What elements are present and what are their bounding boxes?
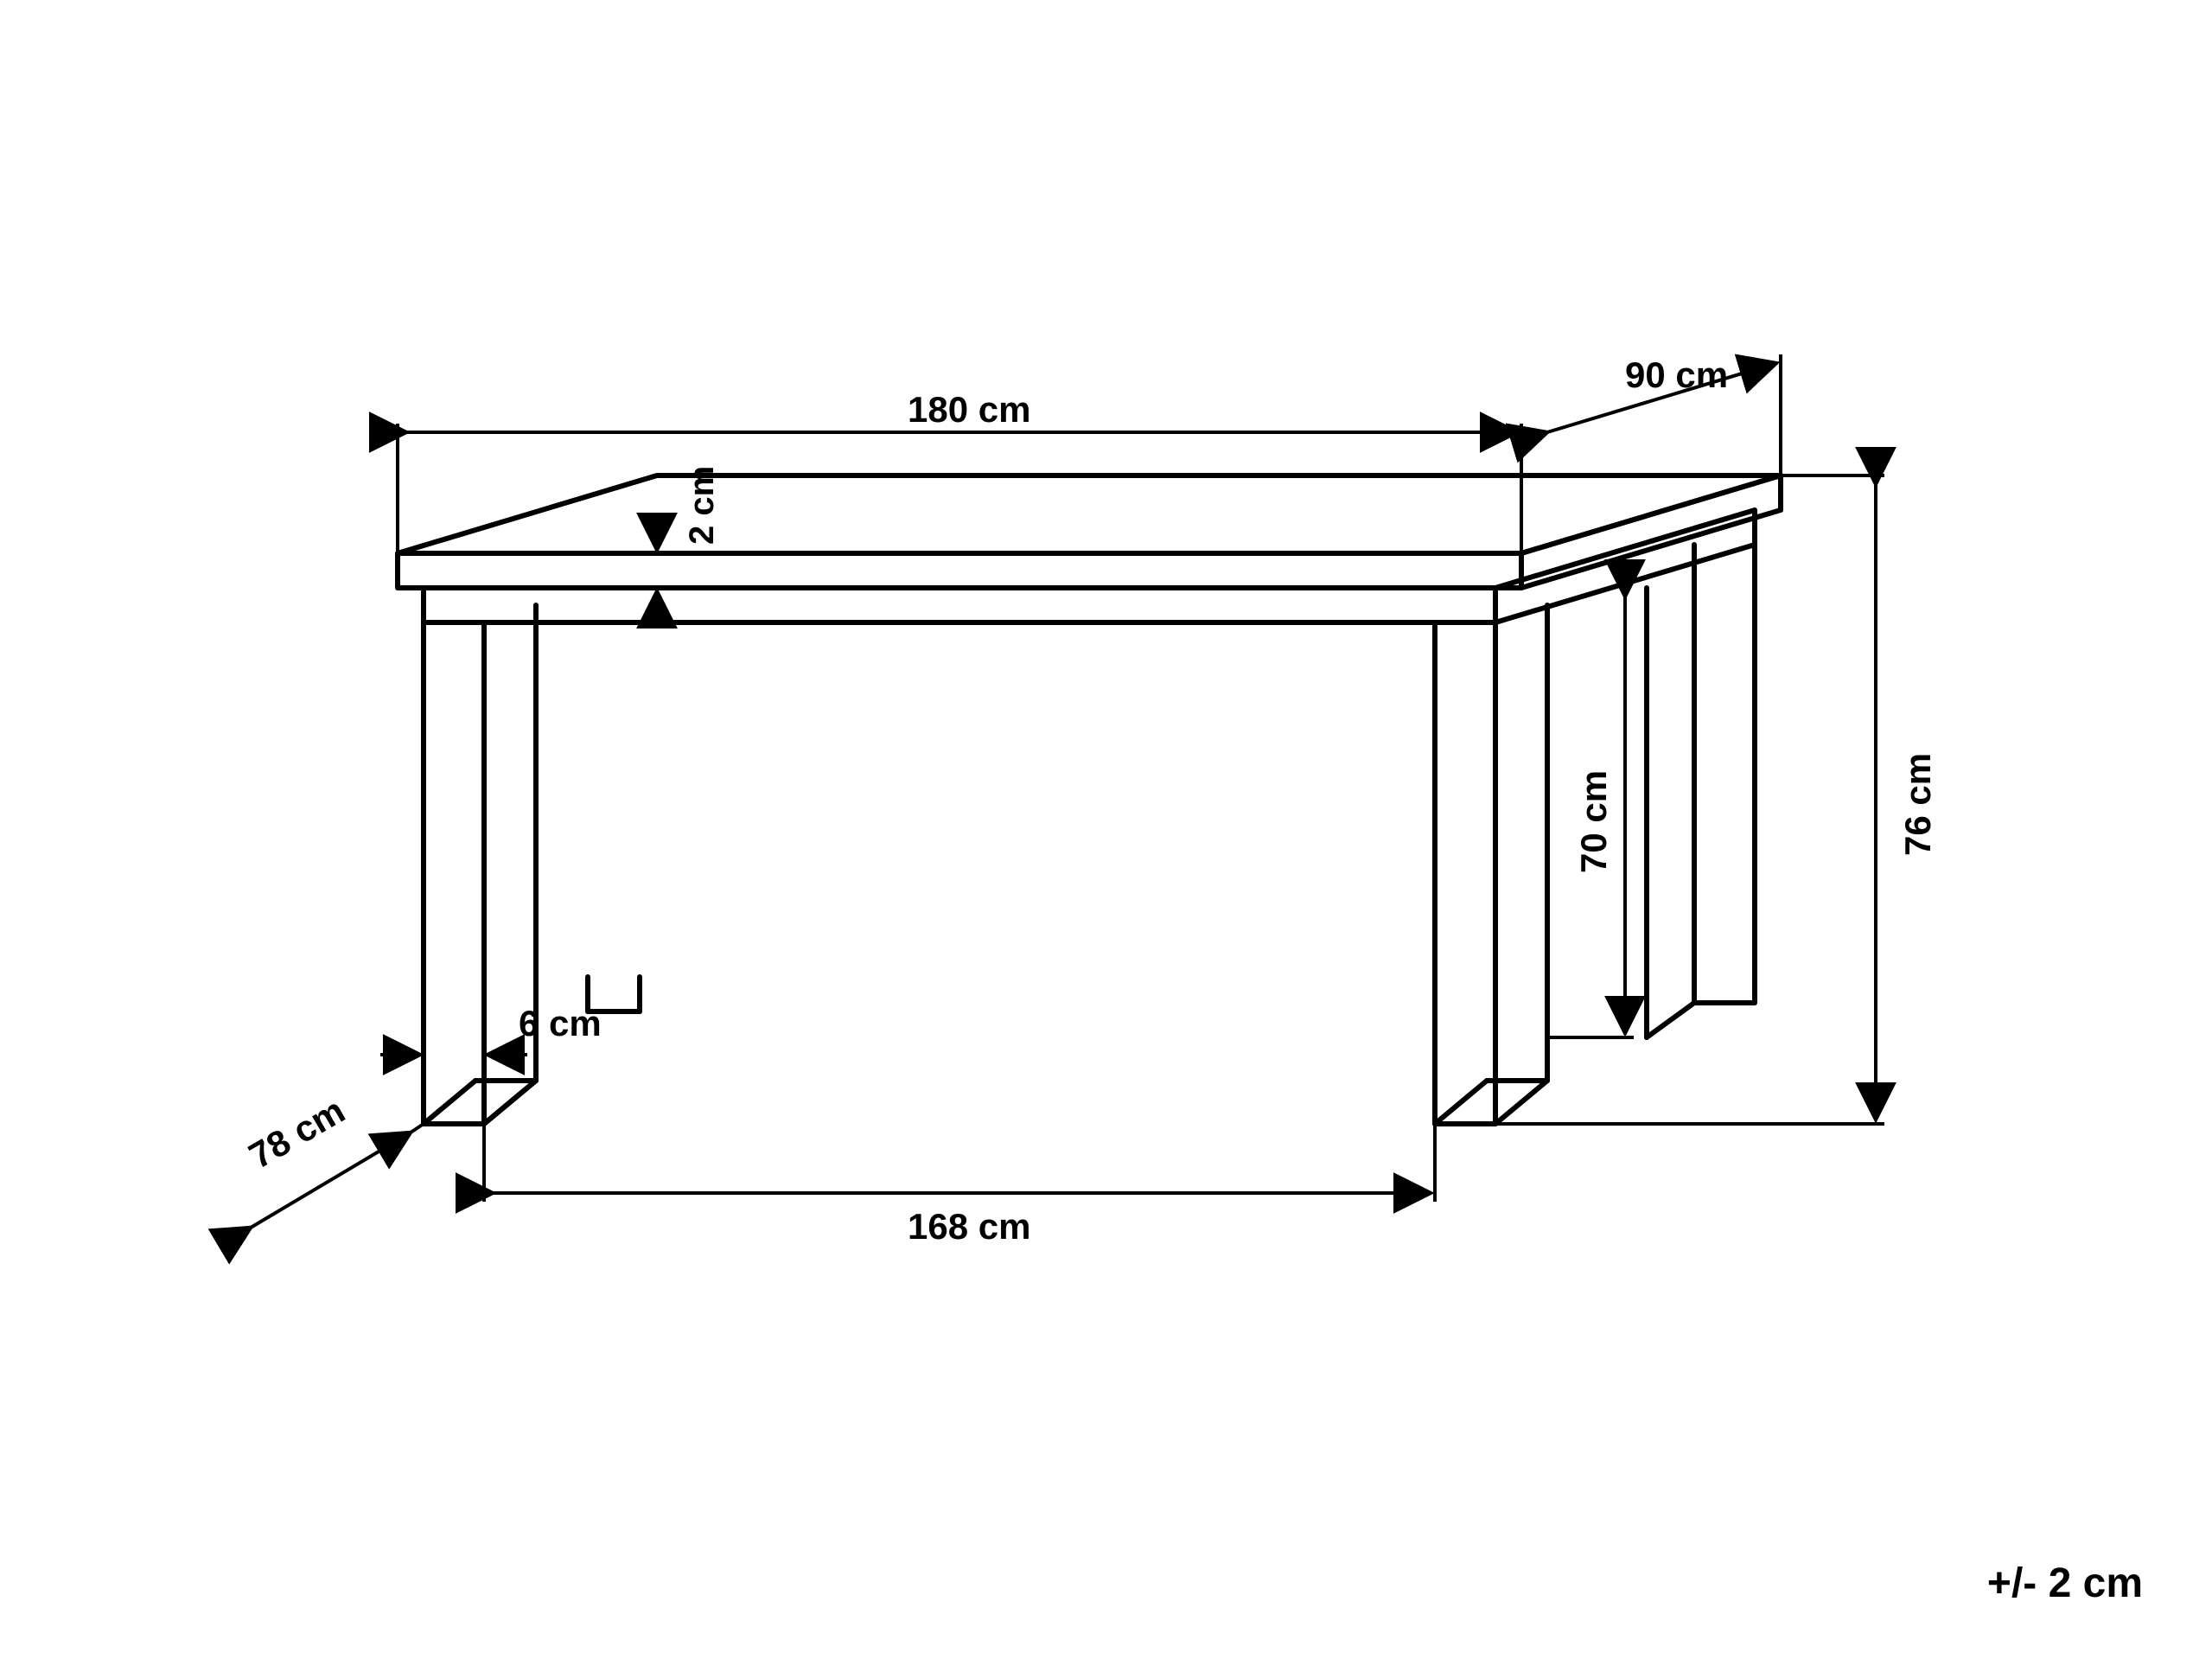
label-inner-width: 168 cm <box>908 1206 1030 1247</box>
label-top-thickness: 2 cm <box>683 466 722 545</box>
diagram-canvas: 180 cm 90 cm 2 cm 6 cm 78 cm 168 cm 70 c… <box>0 0 2212 1659</box>
tolerance-note: +/- 2 cm <box>1987 1560 2143 1607</box>
table-drawing <box>0 0 2212 1659</box>
label-top-depth: 90 cm <box>1625 354 1728 396</box>
label-inner-height: 70 cm <box>1573 770 1615 873</box>
label-leg-width: 6 cm <box>519 1003 602 1044</box>
label-total-height: 76 cm <box>1897 753 1939 856</box>
label-top-length: 180 cm <box>908 389 1030 431</box>
